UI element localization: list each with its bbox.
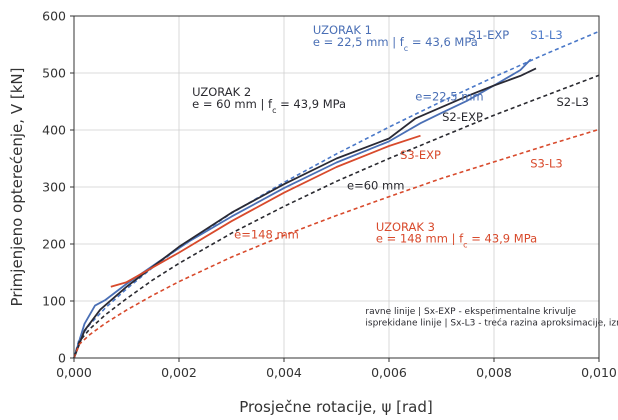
- series-label: S2-L3: [557, 95, 590, 109]
- y-tick-label: 500: [42, 66, 66, 81]
- x-tick-label: 0,006: [371, 365, 407, 380]
- annotation: e = 148 mm | fc = 43,9 MPa: [376, 231, 537, 249]
- annotation: UZORAK 2: [192, 85, 251, 99]
- y-tick-label: 400: [42, 123, 66, 138]
- series-label: S2-EXP: [442, 110, 483, 124]
- x-axis-label: Prosječne rotacije, ψ [rad]: [239, 398, 432, 416]
- series-line-s2-l3: [73, 74, 600, 359]
- x-tick-label: 0,002: [161, 365, 197, 380]
- series-layer: [73, 30, 600, 359]
- annotation: isprekidane linije | Sx-L3 - treća razin…: [365, 318, 618, 329]
- y-tick-label: 200: [42, 237, 66, 252]
- series-line-s3-exp: [110, 134, 421, 288]
- series-label: S3-EXP: [400, 148, 441, 162]
- labels: S1-EXP S1-L3 S2-L3 S2-EXP S3-EXP S3-L3 UZORAK …: [192, 23, 618, 328]
- series-label: S1-L3: [530, 28, 563, 42]
- x-tick-label: 0,004: [266, 365, 302, 380]
- x-tick-label: 0,000: [56, 365, 92, 380]
- y-tick-label: 600: [42, 9, 66, 24]
- grid: [74, 16, 599, 358]
- series-label: S1-EXP: [468, 28, 509, 42]
- annotation: UZORAK 3: [376, 220, 435, 234]
- annotation: e=60 mm: [347, 178, 404, 192]
- y-tick-label: 100: [42, 294, 66, 309]
- annotation: UZORAK 1: [313, 23, 372, 37]
- annotation: e = 60 mm | fc = 43,9 MPa: [192, 97, 346, 115]
- series-line-s3-l3: [73, 128, 600, 359]
- x-tick-label: 0,010: [581, 365, 617, 380]
- y-axis-label: Primjenjeno opterećenje, V [kN]: [8, 68, 26, 307]
- y-tick-label: 0: [58, 351, 66, 366]
- series-label: S3-L3: [530, 157, 563, 171]
- ticks: 0,000 0,002 0,004 0,006 0,008 0,010 0 100 200 300…: [42, 9, 617, 381]
- series-line-s2-exp: [73, 67, 537, 359]
- annotation: e=22,5 mm: [415, 89, 483, 103]
- annotation: e = 22,5 mm | fc = 43,6 MPa: [313, 35, 478, 53]
- series-line-s1-exp: [73, 58, 532, 359]
- annotation: ravne linije | Sx-EXP - eksperimentalne …: [365, 307, 576, 317]
- annotation: e=148 mm: [234, 227, 299, 241]
- y-tick-label: 300: [42, 180, 66, 195]
- x-tick-label: 0,008: [476, 365, 512, 380]
